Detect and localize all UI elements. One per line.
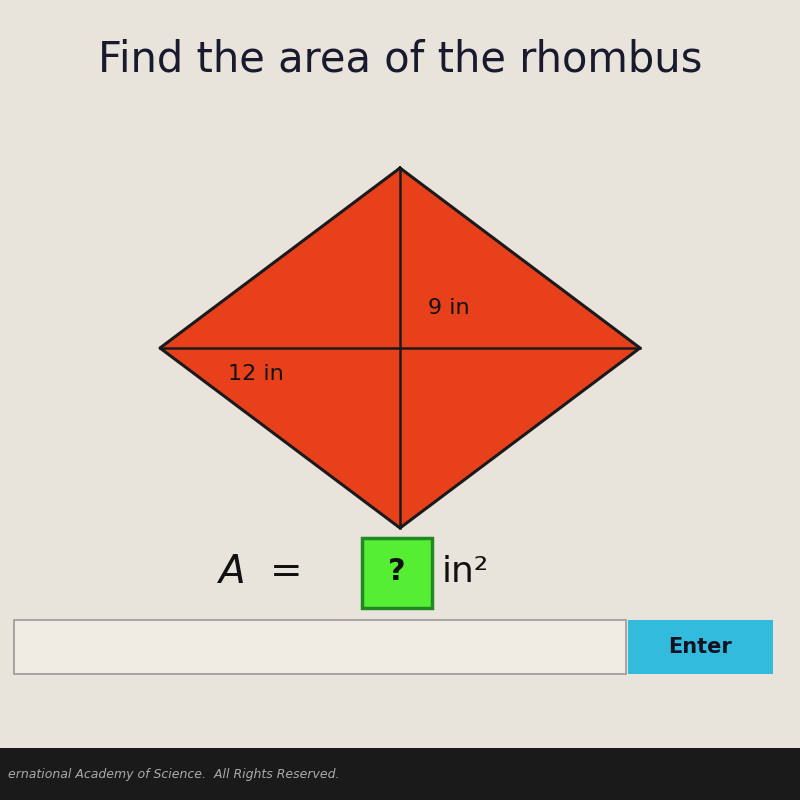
Text: 9 in: 9 in — [428, 298, 470, 318]
Text: ernational Academy of Science.  All Rights Reserved.: ernational Academy of Science. All Right… — [8, 768, 339, 781]
Text: Enter: Enter — [669, 637, 732, 658]
FancyBboxPatch shape — [14, 620, 626, 674]
FancyBboxPatch shape — [628, 620, 773, 674]
Bar — [0, 748, 800, 800]
Text: $A$  =: $A$ = — [216, 553, 300, 591]
Text: Find the area of the rhombus: Find the area of the rhombus — [98, 39, 702, 81]
FancyBboxPatch shape — [362, 538, 432, 608]
Text: 12 in: 12 in — [228, 364, 284, 384]
Text: ?: ? — [388, 558, 406, 586]
Polygon shape — [160, 168, 640, 528]
Text: in²: in² — [442, 555, 489, 589]
